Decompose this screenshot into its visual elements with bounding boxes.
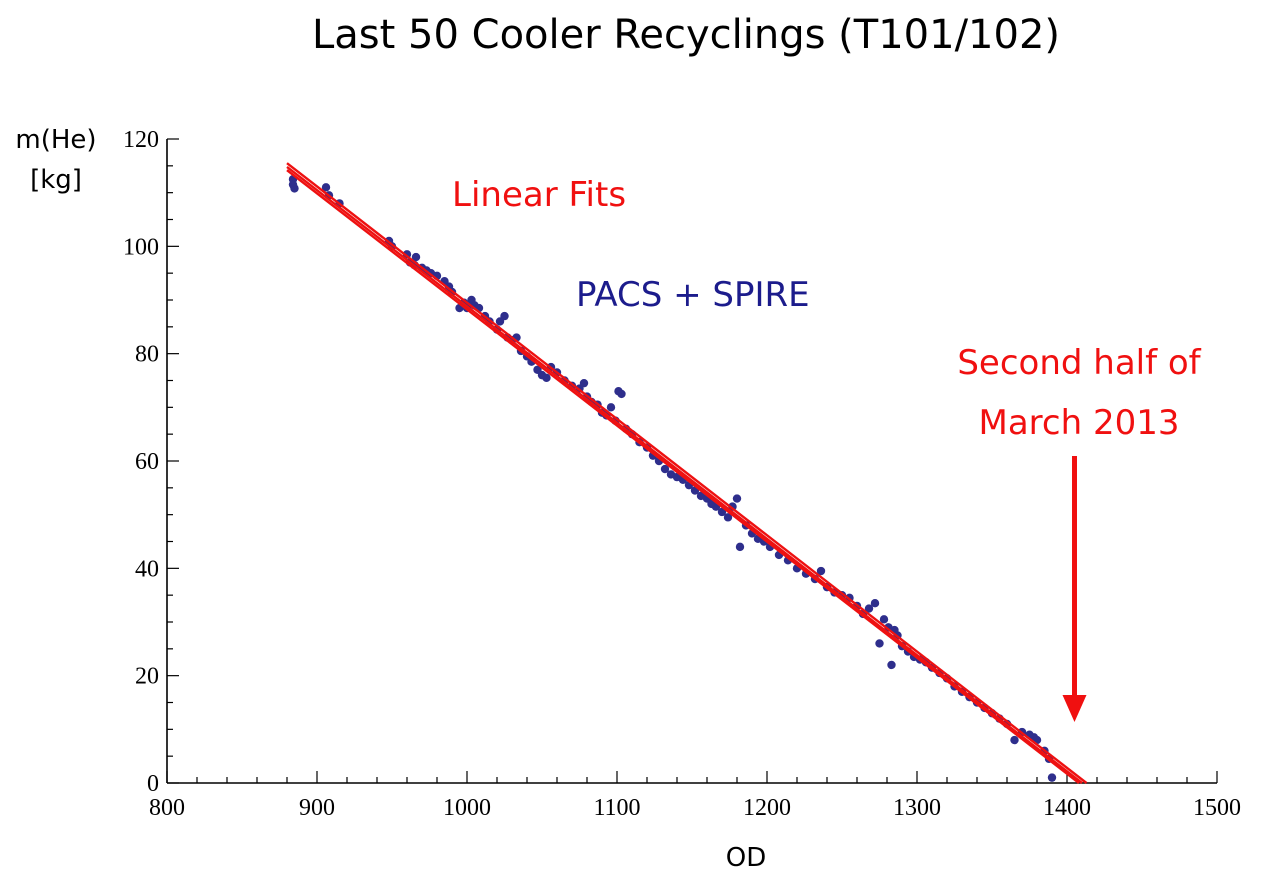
- data-point: [579, 378, 589, 388]
- x-tick-label: 1200: [743, 795, 791, 821]
- data-point: [411, 252, 421, 262]
- axes: [166, 139, 1217, 784]
- fit-line: [286, 162, 1088, 784]
- data-point: [816, 566, 826, 576]
- data-point: [879, 615, 889, 624]
- data-point: [875, 639, 884, 648]
- instrument-annotation: PACS + SPIRE: [576, 275, 810, 315]
- x-tick-label: 1400: [1043, 795, 1091, 821]
- data-point: [1047, 773, 1057, 782]
- x-tick-label: 1500: [1193, 795, 1241, 821]
- y-tick-label: 40: [135, 556, 159, 582]
- data-point: [288, 180, 298, 189]
- arrow-head: [1062, 695, 1087, 722]
- data-point: [732, 494, 742, 503]
- y-axis-label-line2: [kg]: [30, 165, 82, 195]
- data-point: [864, 604, 874, 613]
- fit-lines: [286, 162, 1088, 784]
- chart-title: Last 50 Cooler Recyclings (T101/102): [312, 12, 1060, 58]
- data-point: [617, 389, 626, 399]
- x-tick-label: 1100: [593, 795, 640, 821]
- data-point: [606, 403, 616, 412]
- data-point: [735, 542, 745, 552]
- x-tick-label: 900: [299, 795, 335, 821]
- data-point: [887, 660, 896, 670]
- y-ticks: 0 20 40 60 80 100 120: [123, 127, 179, 797]
- y-tick-label: 20: [135, 664, 159, 690]
- data-point: [660, 464, 670, 474]
- x-axis-label: OD: [726, 843, 767, 873]
- y-tick-label: 100: [123, 234, 159, 260]
- y-axis-label-line1: m(He): [15, 125, 96, 155]
- fit-annotation: Linear Fits: [452, 175, 626, 215]
- fit-line: [286, 165, 1083, 784]
- data-point: [723, 513, 733, 522]
- y-tick-label: 120: [123, 127, 159, 153]
- fit-line: [286, 169, 1080, 784]
- y-tick-label: 80: [135, 342, 159, 368]
- y-tick-label: 0: [147, 771, 159, 797]
- y-tick-label: 60: [135, 449, 159, 475]
- x-ticks: 800 900 1000 1100 1200 1300 1400 1500: [149, 771, 1241, 821]
- data-point: [870, 599, 880, 608]
- data-point: [321, 183, 331, 192]
- data-point: [1010, 735, 1019, 745]
- arrow-annotation-line1: Second half of: [957, 343, 1201, 383]
- data-point: [500, 311, 509, 321]
- data-points: [288, 175, 1057, 782]
- data-point: [542, 373, 551, 383]
- arrow-annotation-line2: March 2013: [979, 403, 1180, 443]
- x-tick-label: 1000: [443, 795, 491, 821]
- x-tick-label: 800: [149, 795, 185, 821]
- x-tick-label: 1300: [893, 795, 941, 821]
- annotation-arrow: [1062, 456, 1087, 722]
